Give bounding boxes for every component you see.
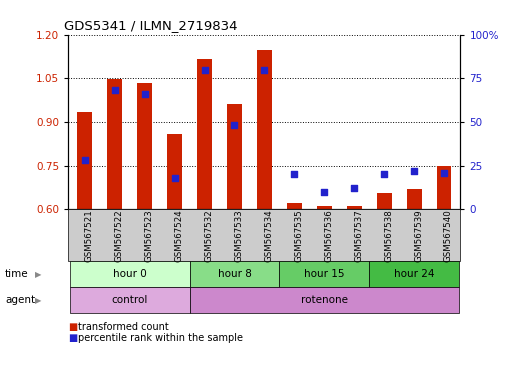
Text: control: control [111,295,147,305]
Point [409,168,417,174]
Text: GSM567535: GSM567535 [294,209,302,262]
Text: GSM567538: GSM567538 [383,209,392,262]
Text: GSM567536: GSM567536 [324,209,333,262]
Text: agent: agent [5,295,35,305]
Point [379,171,387,177]
Bar [406,189,421,209]
Point [349,185,358,191]
Text: hour 15: hour 15 [304,269,344,279]
Point [260,66,268,73]
Bar [376,193,391,209]
Point [200,66,208,73]
Text: GSM567533: GSM567533 [234,209,243,262]
Point [230,122,238,129]
Bar [196,59,212,209]
Text: GDS5341 / ILMN_2719834: GDS5341 / ILMN_2719834 [64,19,237,32]
Bar [346,206,361,209]
Point [439,169,447,175]
Text: hour 8: hour 8 [217,269,251,279]
Text: percentile rank within the sample: percentile rank within the sample [78,333,243,343]
Bar [436,166,450,209]
Text: GSM567534: GSM567534 [264,209,273,262]
Point [111,88,119,94]
Text: hour 0: hour 0 [113,269,146,279]
Text: GSM567537: GSM567537 [354,209,363,262]
Point [81,157,89,164]
Bar [167,134,182,209]
Text: ▶: ▶ [35,296,41,305]
Point [320,189,328,195]
Point [170,175,178,181]
Text: ▶: ▶ [35,270,41,279]
Bar [316,206,331,209]
Text: GSM567540: GSM567540 [443,209,452,262]
Text: GSM567524: GSM567524 [174,209,183,262]
Text: ■: ■ [68,322,77,332]
Text: GSM567522: GSM567522 [115,209,123,262]
Text: GSM567532: GSM567532 [204,209,213,262]
Bar [286,203,301,209]
Text: GSM567523: GSM567523 [144,209,154,262]
Point [290,171,298,177]
Text: transformed count: transformed count [78,322,169,332]
Bar [257,50,271,209]
Bar [227,104,241,209]
Bar [137,83,152,209]
Text: hour 24: hour 24 [393,269,433,279]
Text: rotenone: rotenone [300,295,347,305]
Text: time: time [5,269,29,279]
Bar [107,79,122,209]
Text: ■: ■ [68,333,77,343]
Point [140,91,148,97]
Text: GSM567521: GSM567521 [85,209,93,262]
Bar [77,112,92,209]
Text: GSM567539: GSM567539 [413,209,422,262]
